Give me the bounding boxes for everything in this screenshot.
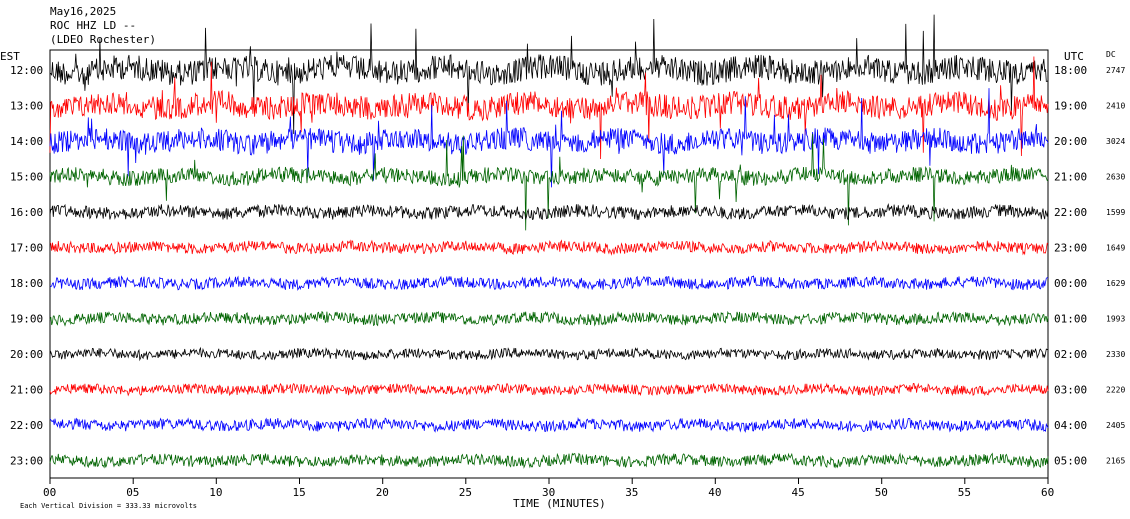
dc-label: DC — [1106, 50, 1116, 59]
x-tick-label: 15 — [293, 486, 306, 499]
trace-row-1200 — [49, 14, 1049, 135]
trace-row-1900 — [49, 310, 1049, 327]
utc-tick-label: 05:00 — [1054, 455, 1087, 468]
est-tick-label: 19:00 — [10, 313, 43, 326]
x-axis: 00 05 10 15 20 25 30 35 40 45 50 55 60 — [43, 478, 1054, 499]
trace-row-2200 — [49, 417, 1049, 433]
dc-value: 1599 — [1106, 208, 1125, 217]
dc-value: 2165 — [1106, 457, 1125, 466]
utc-label: UTC — [1064, 50, 1084, 63]
utc-tick-label: 03:00 — [1054, 384, 1087, 397]
x-tick-label: 30 — [542, 486, 555, 499]
x-tick-label: 20 — [376, 486, 389, 499]
trace-row-1600 — [49, 203, 1049, 221]
station-location: (LDEO Rochester) — [50, 33, 156, 46]
row-label-group: 12:00 18:00 2747 13:00 19:00 2410 14:00 20:00 30… — [10, 64, 1125, 468]
utc-tick-label: 21:00 — [1054, 171, 1087, 184]
trace-group — [49, 14, 1049, 469]
trace-row-2000 — [49, 346, 1049, 362]
chart-date: May16,2025 — [50, 5, 116, 18]
est-tick-label: 16:00 — [10, 206, 43, 219]
est-tick-label: 17:00 — [10, 242, 43, 255]
est-tick-label: 22:00 — [10, 419, 43, 432]
est-tick-label: 18:00 — [10, 277, 43, 290]
trace-row-2100 — [49, 382, 1049, 397]
dc-value: 1629 — [1106, 279, 1125, 288]
station-code: ROC HHZ LD -- — [50, 19, 136, 32]
est-tick-label: 14:00 — [10, 135, 43, 148]
utc-tick-label: 22:00 — [1054, 206, 1087, 219]
x-tick-label: 10 — [209, 486, 222, 499]
x-tick-label: 45 — [792, 486, 805, 499]
utc-tick-label: 01:00 — [1054, 313, 1087, 326]
est-tick-label: 15:00 — [10, 171, 43, 184]
dc-value: 1993 — [1106, 315, 1125, 324]
dc-value: 2747 — [1106, 66, 1125, 75]
est-tick-label: 23:00 — [10, 455, 43, 468]
trace-row-1300 — [49, 56, 1049, 160]
dc-value: 3024 — [1106, 137, 1125, 146]
est-tick-label: 12:00 — [10, 64, 43, 77]
footer-scale: Each Vertical Division = 333.33 microvol… — [20, 502, 197, 510]
x-axis-title: TIME (MINUTES) — [513, 497, 606, 510]
utc-tick-label: 20:00 — [1054, 135, 1087, 148]
x-tick-label: 35 — [625, 486, 638, 499]
utc-tick-label: 18:00 — [1054, 64, 1087, 77]
est-tick-label: 21:00 — [10, 384, 43, 397]
x-tick-label: 50 — [875, 486, 888, 499]
dc-value: 1649 — [1106, 244, 1125, 253]
dc-value: 2410 — [1106, 102, 1125, 111]
x-tick-label: 00 — [43, 486, 56, 499]
dc-value: 2405 — [1106, 421, 1125, 430]
x-tick-label: 60 — [1041, 486, 1054, 499]
utc-tick-label: 23:00 — [1054, 242, 1087, 255]
dc-value: 2630 — [1106, 173, 1125, 182]
dc-value: 2330 — [1106, 350, 1125, 359]
trace-row-2300 — [49, 452, 1049, 469]
trace-row-1700 — [49, 239, 1049, 256]
x-tick-label: 05 — [126, 486, 139, 499]
x-tick-label: 55 — [958, 486, 971, 499]
utc-tick-label: 19:00 — [1054, 100, 1087, 113]
x-tick-label: 25 — [459, 486, 472, 499]
utc-tick-label: 04:00 — [1054, 419, 1087, 432]
trace-row-1800 — [49, 275, 1049, 291]
trace-row-1400 — [49, 88, 1049, 188]
est-tick-label: 20:00 — [10, 348, 43, 361]
x-tick-label: 40 — [708, 486, 721, 499]
trace-row-1500 — [49, 133, 1049, 231]
est-label: EST — [0, 50, 20, 63]
utc-tick-label: 02:00 — [1054, 348, 1087, 361]
dc-value: 2220 — [1106, 386, 1125, 395]
utc-tick-label: 00:00 — [1054, 277, 1087, 290]
est-tick-label: 13:00 — [10, 100, 43, 113]
